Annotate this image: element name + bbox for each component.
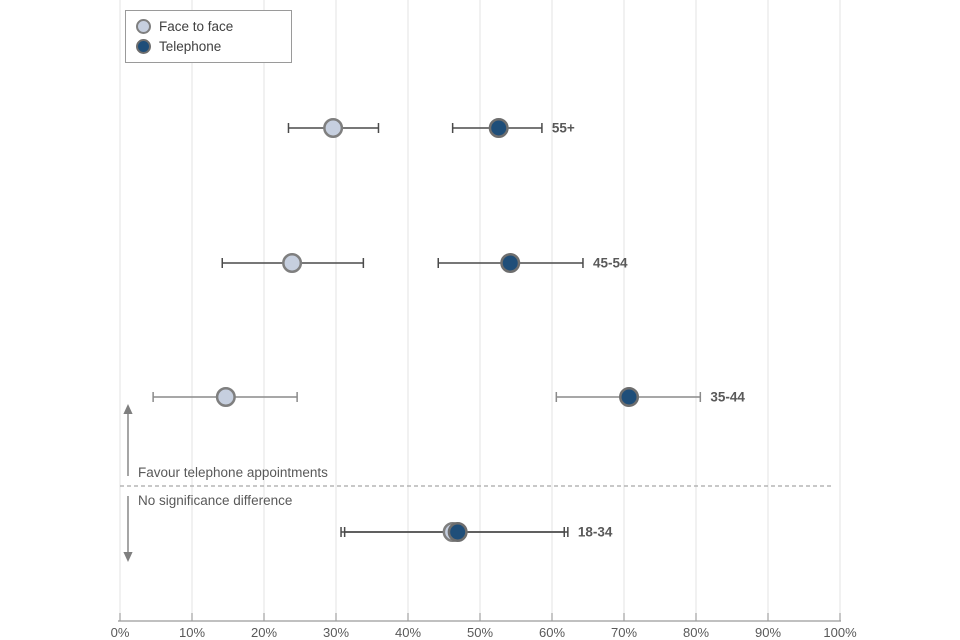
category-label: 35-44 bbox=[710, 390, 745, 405]
data-point-telephone bbox=[619, 387, 640, 407]
x-tick-label: 10% bbox=[179, 625, 205, 640]
data-point-telephone bbox=[500, 253, 521, 273]
legend-label-face-to-face: Face to face bbox=[159, 19, 234, 34]
legend-item-telephone: Telephone bbox=[136, 39, 291, 54]
data-point-face-to-face bbox=[215, 387, 236, 407]
telephone-marker-icon bbox=[136, 39, 151, 54]
x-tick-label: 70% bbox=[611, 625, 637, 640]
no-significance-arrowhead-icon bbox=[123, 552, 133, 562]
legend-label-telephone: Telephone bbox=[159, 39, 222, 54]
x-tick-label: 20% bbox=[251, 625, 277, 640]
x-tick-label: 50% bbox=[467, 625, 493, 640]
legend-item-face-to-face: Face to face bbox=[136, 19, 291, 34]
data-point-face-to-face bbox=[282, 253, 303, 273]
category-label: 18-34 bbox=[578, 525, 613, 540]
data-point-telephone bbox=[488, 118, 509, 138]
data-point-face-to-face bbox=[323, 118, 344, 138]
x-tick-label: 40% bbox=[395, 625, 421, 640]
favour-telephone-arrowhead-icon bbox=[123, 404, 133, 414]
annotation-no-significance: No significance difference bbox=[138, 493, 293, 508]
x-tick-label: 90% bbox=[755, 625, 781, 640]
category-label: 45-54 bbox=[593, 256, 628, 271]
x-tick-label: 0% bbox=[111, 625, 130, 640]
annotation-favour-telephone: Favour telephone appointments bbox=[138, 465, 328, 480]
face-to-face-marker-icon bbox=[136, 19, 151, 34]
x-tick-label: 100% bbox=[823, 625, 857, 640]
x-tick-label: 30% bbox=[323, 625, 349, 640]
x-tick-label: 80% bbox=[683, 625, 709, 640]
legend: Face to face Telephone bbox=[125, 10, 292, 63]
x-tick-label: 60% bbox=[539, 625, 565, 640]
data-point-telephone bbox=[447, 522, 468, 542]
category-label: 55+ bbox=[552, 121, 575, 136]
